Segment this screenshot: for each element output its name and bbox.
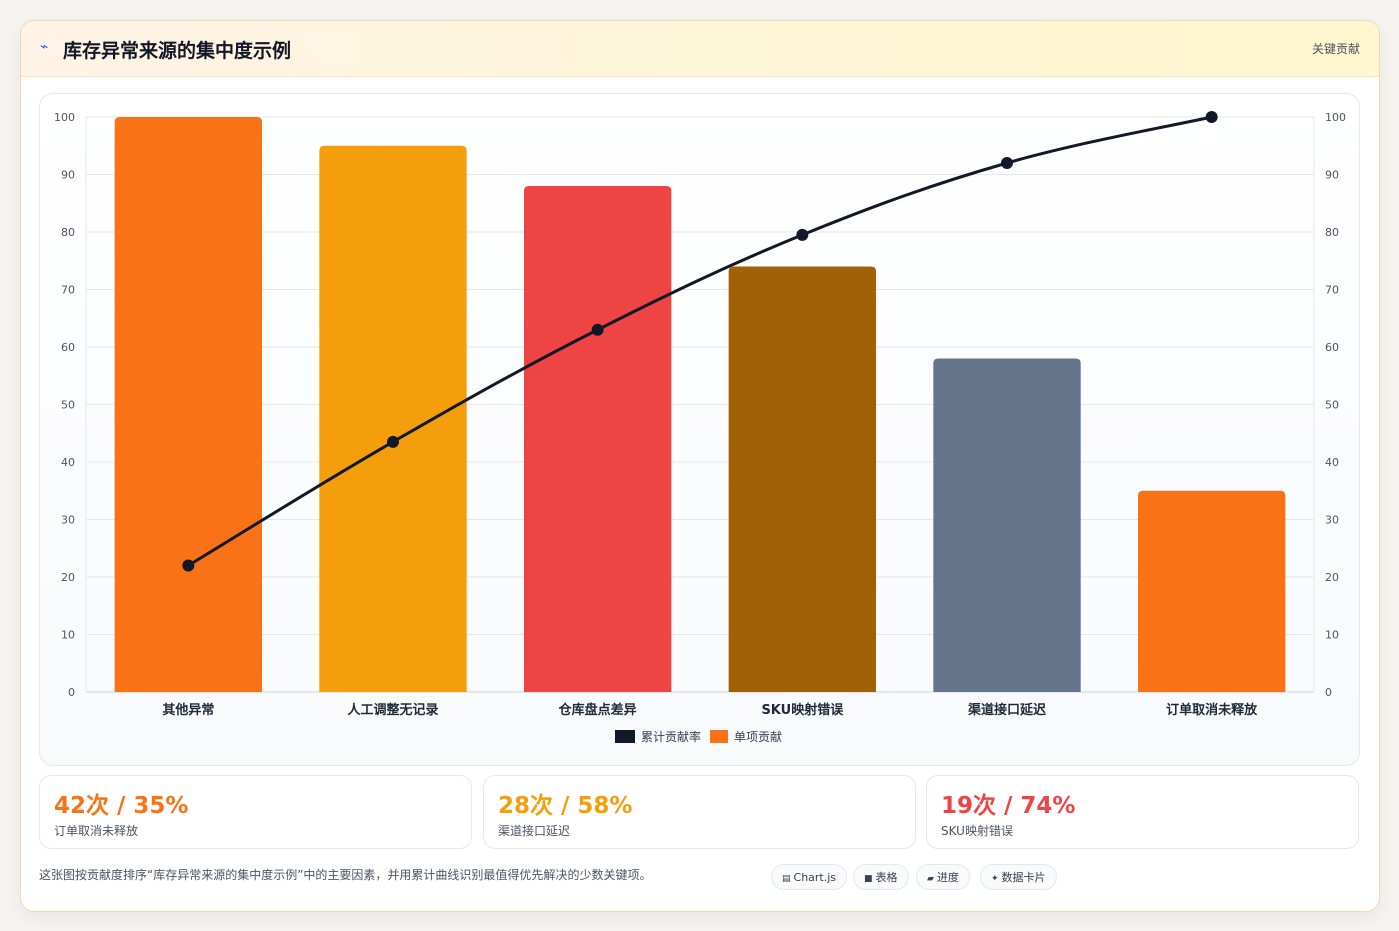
y-tick-label-right: 20 <box>1325 571 1339 584</box>
y-tick-label-left: 20 <box>61 571 75 584</box>
bar-2 <box>523 186 672 692</box>
pill-label: 进度 <box>936 871 959 884</box>
pill-progress[interactable]: ▰ 进度 <box>916 864 970 890</box>
bar-0 <box>114 117 263 692</box>
y-tick-label-left: 0 <box>68 686 75 699</box>
y-tick-label-right: 30 <box>1325 514 1339 527</box>
cumulative-point-0 <box>182 559 195 572</box>
legend-label-single: 单项贡献 <box>734 729 782 744</box>
y-tick-label-right: 10 <box>1325 629 1339 642</box>
y-tick-label-right: 70 <box>1325 284 1339 297</box>
x-tick-label: 渠道接口延迟 <box>967 702 1046 718</box>
stat-label: SKU映射错误 <box>941 824 1013 838</box>
table-icon: ■ <box>864 874 873 884</box>
lightning-icon: ⌁ <box>40 39 49 55</box>
x-tick-label: 订单取消未释放 <box>1166 702 1258 718</box>
chart-footnote: 这张图按贡献度排序“库存异常来源的集中度示例”中的主要因素，并用累计曲线识别最值… <box>39 868 652 882</box>
x-tick-label: 人工调整无记录 <box>347 702 438 718</box>
legend-label-cumulative: 累计贡献率 <box>641 729 701 744</box>
chart-icon: ▤ <box>782 874 791 884</box>
legend-swatch-single <box>710 730 728 743</box>
pill-label: 表格 <box>875 871 898 884</box>
y-tick-label-left: 80 <box>61 226 75 239</box>
y-tick-label-right: 0 <box>1325 686 1332 699</box>
legend-swatch-cumulative <box>615 730 635 743</box>
cumulative-point-5 <box>1205 111 1218 123</box>
y-tick-label-right: 80 <box>1325 226 1339 239</box>
pill-label: 数据卡片 <box>1001 871 1046 884</box>
data-card-icon: ✦ <box>991 874 999 884</box>
bar-3 <box>728 266 877 692</box>
bar-5 <box>1137 490 1286 692</box>
x-tick-label: 仓库盘点差异 <box>558 702 637 718</box>
y-tick-label-left: 30 <box>61 514 75 527</box>
y-tick-label-right: 40 <box>1325 456 1339 469</box>
y-tick-label-left: 10 <box>61 629 75 642</box>
stat-label: 订单取消未释放 <box>54 824 139 838</box>
chart-title: 库存异常来源的集中度示例 <box>63 40 292 62</box>
chart-panel: 0 0 10 10 20 20 30 30 40 40 50 50 60 60 70 70 80 80 90 90 10… <box>39 93 1360 766</box>
cumulative-point-1 <box>387 435 399 448</box>
chart-card: ⌁ 库存异常来源的集中度示例 关键贡献 0 0 10 10 20 20 30 30 40 40 50… <box>20 20 1380 912</box>
bar-1 <box>319 145 467 692</box>
y-tick-label-right: 50 <box>1325 399 1339 412</box>
bar-4 <box>933 358 1081 692</box>
x-tick-label: 其他异常 <box>162 702 214 718</box>
stat-card-2: 28次 / 58% 渠道接口延迟 <box>483 775 916 849</box>
stat-value: 19次 / 74% <box>941 793 1076 819</box>
pill-label: Chart.js <box>793 871 837 884</box>
y-tick-label-left: 100 <box>54 111 75 124</box>
stat-value: 28次 / 58% <box>498 793 633 819</box>
stat-label: 渠道接口延迟 <box>498 824 571 838</box>
y-tick-label-left: 60 <box>61 341 75 354</box>
pareto-chart: 0 0 10 10 20 20 30 30 40 40 50 50 60 60 70 70 80 80 90 90 10… <box>54 111 1346 744</box>
cumulative-line <box>187 115 1212 567</box>
cumulative-point-2 <box>591 323 604 336</box>
progress-icon: ▰ <box>927 874 934 884</box>
y-tick-label-left: 50 <box>61 399 75 412</box>
y-tick-label-right: 90 <box>1325 169 1339 182</box>
y-tick-label-right: 100 <box>1325 111 1346 124</box>
y-tick-label-left: 40 <box>61 456 75 469</box>
cumulative-point-4 <box>1001 157 1013 169</box>
stat-card-3: 19次 / 74% SKU映射错误 <box>926 775 1359 849</box>
stat-value: 42次 / 35% <box>54 793 189 819</box>
key-contribution-label: 关键贡献 <box>1311 42 1360 56</box>
card-header: ⌁ 库存异常来源的集中度示例 关键贡献 <box>21 21 1379 77</box>
y-tick-label-right: 60 <box>1325 341 1339 354</box>
y-tick-label-left: 90 <box>61 169 75 182</box>
x-tick-label: SKU映射错误 <box>761 702 844 718</box>
pill-data-card[interactable]: ✦ 数据卡片 <box>980 864 1057 890</box>
cumulative-point-3 <box>796 228 809 241</box>
pill-chartjs[interactable]: ▤ Chart.js <box>771 864 848 890</box>
y-tick-label-left: 70 <box>61 284 75 297</box>
stat-card-1: 42次 / 35% 订单取消未释放 <box>39 775 472 849</box>
pill-table[interactable]: ■ 表格 <box>853 864 909 890</box>
